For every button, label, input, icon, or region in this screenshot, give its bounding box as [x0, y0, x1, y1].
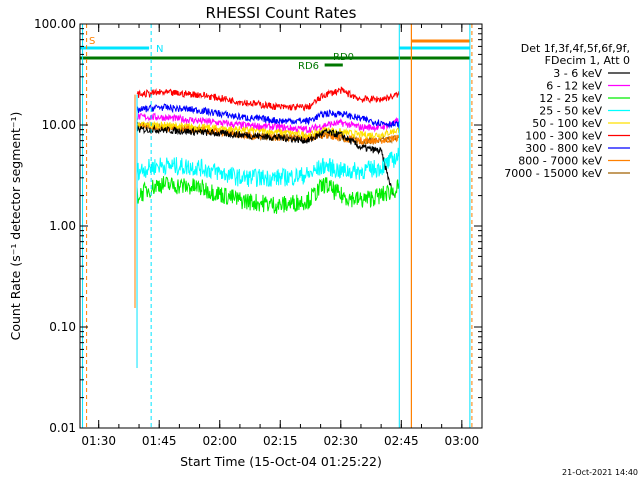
y-tick-label: 10.00: [42, 118, 76, 132]
x-tick-label: 03:00: [445, 434, 480, 448]
s-flag-label: S: [89, 36, 95, 47]
series-line-3-6-kev: [136, 124, 394, 196]
legend-header-decimation: FDecim 1, Att 0: [545, 54, 630, 67]
axes: 0.01 0.10 1.00 10.00 100.00 01:30 01:45 02:00 02…: [34, 17, 483, 448]
y-axis-label: Count Rate (s⁻¹ detector segment⁻¹): [8, 112, 23, 341]
legend-entry-label: 12 - 25 keV: [539, 92, 602, 105]
x-tick-label: 02:15: [263, 434, 298, 448]
legend-entry-label: 100 - 300 keV: [525, 130, 602, 143]
x-tick-label: 02:30: [323, 434, 358, 448]
legend-header-detectors: Det 1f,3f,4f,5f,6f,9f,: [521, 42, 630, 55]
x-tick-label: 02:45: [384, 434, 419, 448]
legend-entry-label: 7000 - 15000 keV: [504, 167, 602, 180]
timestamp: 21-Oct-2021 14:40: [562, 468, 638, 477]
series-line-100-300-kev: [136, 86, 400, 112]
x-tick-label: 02:00: [202, 434, 237, 448]
y-tick-label: 100.00: [34, 17, 76, 31]
x-axis-label: Start Time (15-Oct-04 01:25:22): [180, 454, 382, 469]
series-line-25-50-kev: [136, 147, 400, 188]
legend-entry-label: 25 - 50 keV: [539, 105, 602, 118]
series-line-300-800-kev: [136, 103, 400, 129]
n-flag-label: N: [156, 44, 163, 55]
legend-entry-label: 300 - 800 keV: [525, 142, 602, 155]
legend: Det 1f,3f,4f,5f,6f,9f,FDecim 1, Att 03 -…: [504, 42, 630, 180]
x-tick-label: 01:45: [142, 434, 177, 448]
x-tick-label: 01:30: [81, 434, 116, 448]
chart-title: RHESSI Count Rates: [206, 4, 357, 22]
y-tick-label: 1.00: [49, 219, 76, 233]
rd0-flag-label: RD0: [333, 52, 354, 63]
series-layer: [136, 86, 400, 214]
event-lines: [82, 24, 473, 428]
legend-entry-label: 3 - 6 keV: [553, 67, 602, 80]
y-tick-label: 0.01: [49, 421, 76, 435]
legend-entry-label: 6 - 12 keV: [546, 80, 602, 93]
plot-frame: [79, 23, 483, 429]
series-line-12-25-kev: [136, 176, 400, 214]
rd6-flag-label: RD6: [298, 61, 319, 72]
series-line-50-100-kev: [136, 120, 400, 140]
series-line-6-12-kev: [136, 112, 400, 134]
legend-entry-label: 50 - 100 keV: [532, 117, 602, 130]
y-tick-label: 0.10: [49, 320, 76, 334]
legend-entry-label: 800 - 7000 keV: [518, 155, 602, 168]
